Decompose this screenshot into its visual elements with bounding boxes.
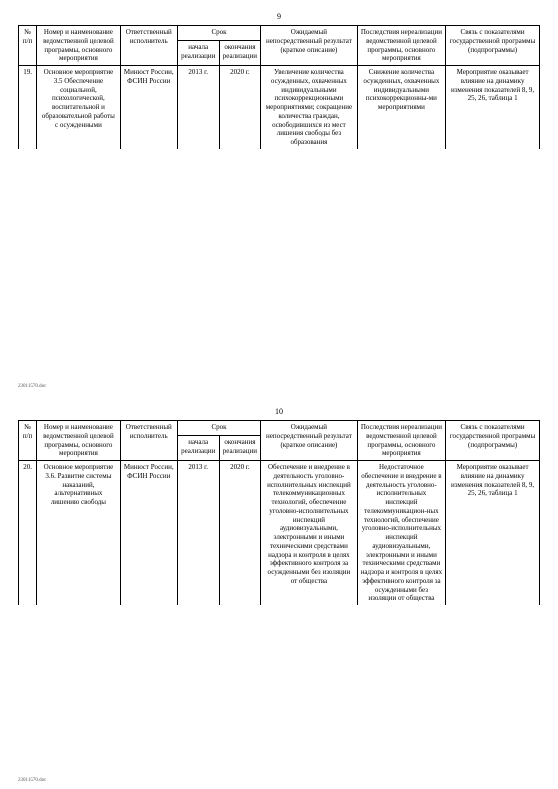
cell-resp: Минюст России, ФСИН России xyxy=(120,461,177,606)
cell-end: 2020 г. xyxy=(219,66,261,149)
cell-start: 2013 г. xyxy=(177,66,219,149)
page-10: 10 № п/п Номер и наименование ведомствен… xyxy=(0,395,558,789)
table-row: 19. Основное мероприятие 3.5 Обеспечение… xyxy=(19,66,540,149)
page-number: 9 xyxy=(18,12,540,21)
programs-table: № п/п Номер и наименование ведомственной… xyxy=(18,420,540,605)
header-link: Связь с показателями государственной про… xyxy=(446,421,540,461)
header-term: Срок xyxy=(177,421,260,436)
header-num: № п/п xyxy=(19,26,37,66)
header-cons: Последствия нереализации ведомственной ц… xyxy=(357,26,446,66)
cell-num: 20. xyxy=(19,461,37,606)
cell-resp: Минюст России, ФСИН России xyxy=(120,66,177,149)
header-start: начала реализации xyxy=(177,436,219,461)
header-result: Ожидаемый непосредственный результат (кр… xyxy=(261,26,357,66)
cell-link: Мероприятие оказывает влияние на динамик… xyxy=(446,66,540,149)
header-end: окончания реализации xyxy=(219,41,261,66)
table-header: № п/п Номер и наименование ведомственной… xyxy=(19,26,540,66)
header-resp: Ответственный исполнитель xyxy=(120,26,177,66)
header-start: начала реализации xyxy=(177,41,219,66)
header-link: Связь с показателями государственной про… xyxy=(446,26,540,66)
cell-end: 2020 г. xyxy=(219,461,261,606)
header-cons: Последствия нереализации ведомственной ц… xyxy=(357,421,446,461)
cell-start: 2013 г. xyxy=(177,461,219,606)
header-end: окончания реализации xyxy=(219,436,261,461)
cell-result: Увеличение количества осужденных, охваче… xyxy=(261,66,357,149)
programs-table: № п/п Номер и наименование ведомственной… xyxy=(18,25,540,149)
header-name: Номер и наименование ведомственной целев… xyxy=(37,421,120,461)
cell-link: Мероприятие оказывает влияние на динамик… xyxy=(446,461,540,606)
header-result: Ожидаемый непосредственный результат (кр… xyxy=(261,421,357,461)
cell-name: Основное мероприятие 3.6. Развитие систе… xyxy=(37,461,120,606)
header-term: Срок xyxy=(177,26,260,41)
page-9: 9 № п/п Номер и наименование ведомственн… xyxy=(0,0,558,395)
table-header: № п/п Номер и наименование ведомственной… xyxy=(19,421,540,461)
cell-cons: Снижение количества осужденных, охваченн… xyxy=(357,66,446,149)
cell-name: Основное мероприятие 3.5 Обеспечение соц… xyxy=(37,66,120,149)
header-name: Номер и наименование ведомственной целев… xyxy=(37,26,120,66)
cell-num: 19. xyxy=(19,66,37,149)
table-row: 20. Основное мероприятие 3.6. Развитие с… xyxy=(19,461,540,606)
page-number: 10 xyxy=(18,407,540,416)
page-footer: 23011570.doc xyxy=(18,384,46,389)
cell-cons: Недостаточное обеспечение и внедрение в … xyxy=(357,461,446,606)
page-footer: 23011570.doc xyxy=(18,778,46,783)
header-num: № п/п xyxy=(19,421,37,461)
header-resp: Ответственный исполнитель xyxy=(120,421,177,461)
cell-result: Обеспечение и внедрение в деятельность у… xyxy=(261,461,357,606)
